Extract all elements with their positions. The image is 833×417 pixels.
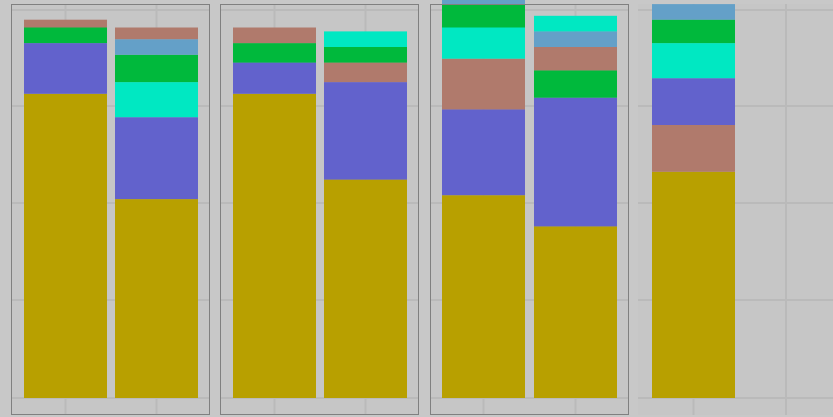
bar-segment [324,47,407,63]
stacked-bar [442,0,525,398]
bar-segment [442,27,525,59]
stacked-bar [652,4,735,398]
bar-segment [652,43,735,79]
bar-segment [534,226,617,398]
bar-segment [324,179,407,398]
bar-segment [115,54,198,83]
bar-segment [233,43,316,63]
bar-segment [652,4,735,20]
bar-segment [442,58,525,110]
bar-segment [233,93,316,399]
bar-segment [233,27,316,44]
panel-border [220,4,419,415]
bar-segment [442,0,525,5]
bar-segment [233,62,316,94]
bar-segment [534,47,617,71]
bar-segment [442,195,525,398]
stacked-bar [233,27,316,399]
bar-segment [24,93,107,399]
bar-segment [324,62,407,83]
bar-segment [115,82,198,118]
bar-segment [442,4,525,28]
bar-segment [24,43,107,94]
bar-segment [534,70,617,98]
stacked-bar [324,31,407,398]
panel-border [430,4,629,415]
bar-segment [24,19,107,28]
bar-segment [534,97,617,227]
stacked-bar [115,27,198,398]
panel-border [11,4,210,415]
bar-segment [652,19,735,44]
bar-segment [442,109,525,196]
bar-segment [652,125,735,172]
chart-panel [638,4,833,415]
bar-segment [115,117,198,200]
chart-panel [11,4,210,415]
bar-segment [24,27,107,44]
stacked-bar [534,15,617,398]
bar-segment [324,31,407,47]
bar-segment [534,31,617,47]
chart-panel [430,0,629,415]
bar-segment [652,78,735,125]
bar-segment [115,39,198,55]
chart-panel [220,4,419,415]
bar-segment [115,27,198,40]
bar-segment [652,171,735,398]
stacked-bar [24,19,107,399]
bar-segment [534,15,617,32]
bar-segment [324,82,407,180]
bar-segment [115,199,198,398]
